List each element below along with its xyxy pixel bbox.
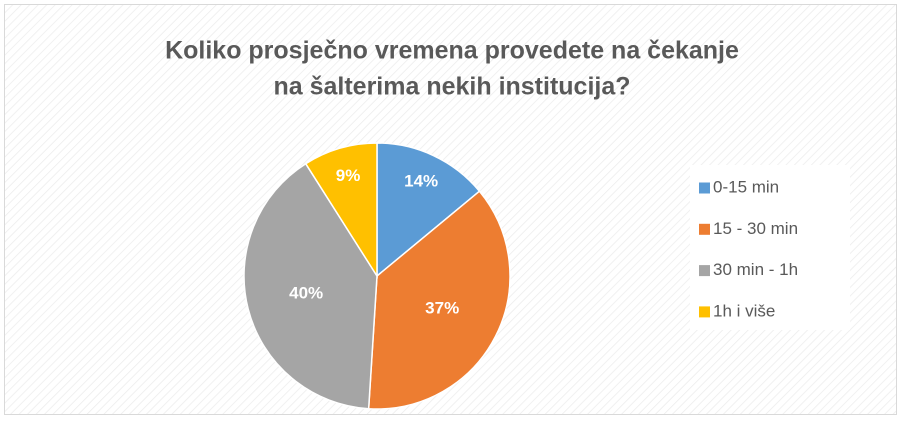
legend-label: 0-15 min	[713, 177, 779, 196]
legend-swatch	[699, 182, 710, 194]
legend-label: 15 - 30 min	[713, 219, 798, 238]
legend-label: 1h i više	[713, 301, 775, 320]
pie-slice	[367, 190, 511, 410]
legend-swatch	[699, 265, 710, 277]
pie-slice	[304, 142, 378, 279]
pie-slice	[376, 142, 481, 278]
legend-swatch	[699, 306, 710, 318]
legend-box	[690, 165, 850, 330]
data-label: 40%	[289, 284, 323, 303]
chart-title: na šalterima nekih institucija?	[273, 73, 630, 101]
chart-title: Koliko prosječno vremena provedete na če…	[165, 37, 739, 65]
data-label: 9%	[336, 166, 361, 185]
legend-swatch	[699, 223, 710, 235]
data-label: 37%	[425, 299, 459, 318]
legend-label: 30 min - 1h	[713, 260, 798, 279]
data-label: 14%	[404, 172, 438, 191]
